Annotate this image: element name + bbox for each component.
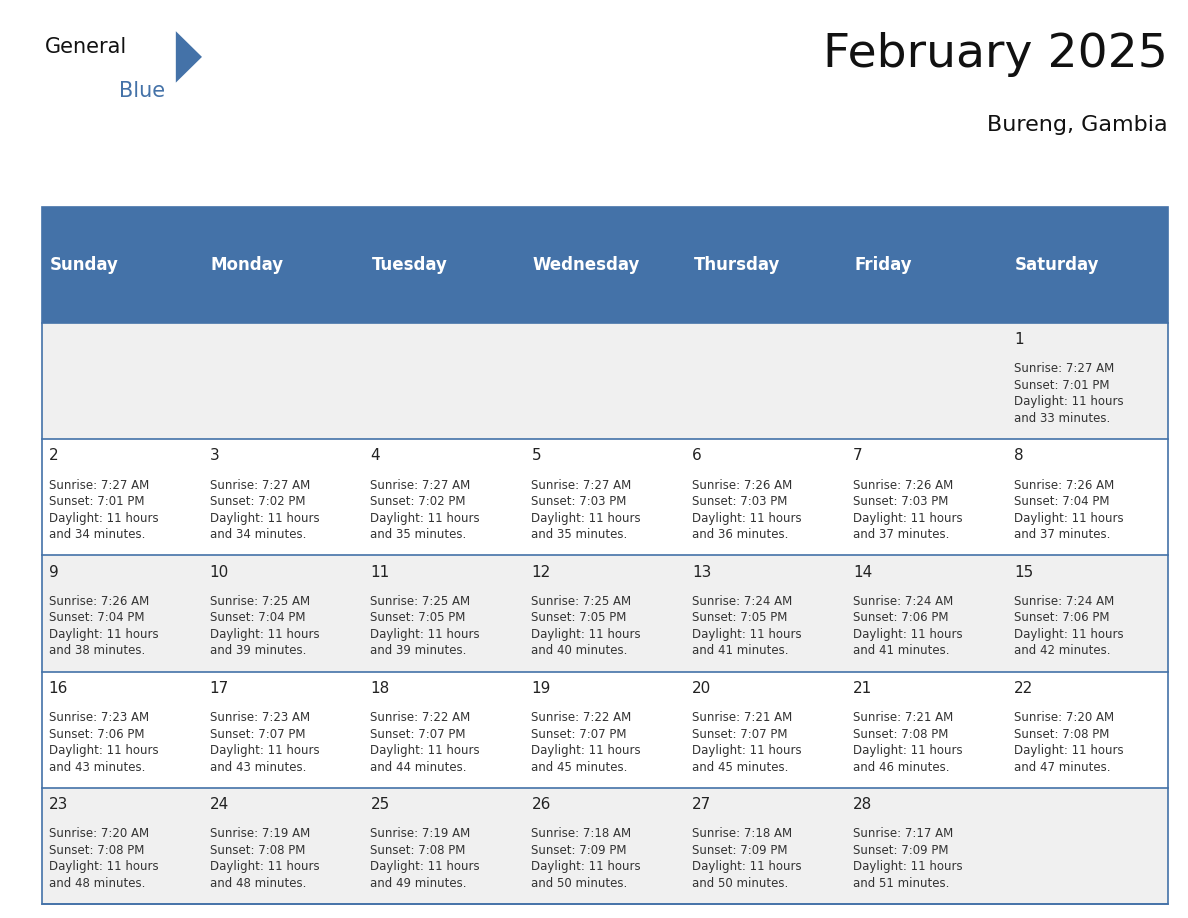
Text: Sunrise: 7:27 AM
Sunset: 7:03 PM
Daylight: 11 hours
and 35 minutes.: Sunrise: 7:27 AM Sunset: 7:03 PM Dayligh…	[531, 478, 642, 541]
Text: Sunrise: 7:24 AM
Sunset: 7:06 PM
Daylight: 11 hours
and 41 minutes.: Sunrise: 7:24 AM Sunset: 7:06 PM Dayligh…	[853, 595, 962, 657]
Text: Sunrise: 7:27 AM
Sunset: 7:01 PM
Daylight: 11 hours
and 34 minutes.: Sunrise: 7:27 AM Sunset: 7:01 PM Dayligh…	[49, 478, 158, 541]
Text: 15: 15	[1015, 565, 1034, 579]
Text: Sunrise: 7:25 AM
Sunset: 7:05 PM
Daylight: 11 hours
and 40 minutes.: Sunrise: 7:25 AM Sunset: 7:05 PM Dayligh…	[531, 595, 642, 657]
Text: 5: 5	[531, 448, 541, 464]
Text: Sunrise: 7:24 AM
Sunset: 7:05 PM
Daylight: 11 hours
and 41 minutes.: Sunrise: 7:24 AM Sunset: 7:05 PM Dayligh…	[693, 595, 802, 657]
Text: 1: 1	[1015, 332, 1024, 347]
Text: Sunrise: 7:26 AM
Sunset: 7:04 PM
Daylight: 11 hours
and 38 minutes.: Sunrise: 7:26 AM Sunset: 7:04 PM Dayligh…	[49, 595, 158, 657]
Text: Sunrise: 7:25 AM
Sunset: 7:04 PM
Daylight: 11 hours
and 39 minutes.: Sunrise: 7:25 AM Sunset: 7:04 PM Dayligh…	[209, 595, 320, 657]
Text: Tuesday: Tuesday	[372, 256, 448, 274]
Text: Sunrise: 7:17 AM
Sunset: 7:09 PM
Daylight: 11 hours
and 51 minutes.: Sunrise: 7:17 AM Sunset: 7:09 PM Dayligh…	[853, 827, 962, 890]
Text: Sunrise: 7:24 AM
Sunset: 7:06 PM
Daylight: 11 hours
and 42 minutes.: Sunrise: 7:24 AM Sunset: 7:06 PM Dayligh…	[1015, 595, 1124, 657]
Text: Thursday: Thursday	[694, 256, 779, 274]
Text: 12: 12	[531, 565, 550, 579]
Text: 21: 21	[853, 681, 872, 696]
Text: Sunrise: 7:21 AM
Sunset: 7:07 PM
Daylight: 11 hours
and 45 minutes.: Sunrise: 7:21 AM Sunset: 7:07 PM Dayligh…	[693, 711, 802, 774]
Text: Sunrise: 7:27 AM
Sunset: 7:02 PM
Daylight: 11 hours
and 35 minutes.: Sunrise: 7:27 AM Sunset: 7:02 PM Dayligh…	[371, 478, 480, 541]
Text: Sunrise: 7:19 AM
Sunset: 7:08 PM
Daylight: 11 hours
and 48 minutes.: Sunrise: 7:19 AM Sunset: 7:08 PM Dayligh…	[209, 827, 320, 890]
Text: 4: 4	[371, 448, 380, 464]
Text: 22: 22	[1015, 681, 1034, 696]
Text: Sunrise: 7:23 AM
Sunset: 7:07 PM
Daylight: 11 hours
and 43 minutes.: Sunrise: 7:23 AM Sunset: 7:07 PM Dayligh…	[209, 711, 320, 774]
Text: Sunrise: 7:20 AM
Sunset: 7:08 PM
Daylight: 11 hours
and 47 minutes.: Sunrise: 7:20 AM Sunset: 7:08 PM Dayligh…	[1015, 711, 1124, 774]
Text: Sunrise: 7:20 AM
Sunset: 7:08 PM
Daylight: 11 hours
and 48 minutes.: Sunrise: 7:20 AM Sunset: 7:08 PM Dayligh…	[49, 827, 158, 890]
Text: 23: 23	[49, 797, 68, 812]
Text: Wednesday: Wednesday	[532, 256, 640, 274]
Text: 25: 25	[371, 797, 390, 812]
Text: Sunrise: 7:19 AM
Sunset: 7:08 PM
Daylight: 11 hours
and 49 minutes.: Sunrise: 7:19 AM Sunset: 7:08 PM Dayligh…	[371, 827, 480, 890]
Text: Sunrise: 7:18 AM
Sunset: 7:09 PM
Daylight: 11 hours
and 50 minutes.: Sunrise: 7:18 AM Sunset: 7:09 PM Dayligh…	[531, 827, 642, 890]
Text: 11: 11	[371, 565, 390, 579]
Text: Sunrise: 7:26 AM
Sunset: 7:04 PM
Daylight: 11 hours
and 37 minutes.: Sunrise: 7:26 AM Sunset: 7:04 PM Dayligh…	[1015, 478, 1124, 541]
Text: Sunrise: 7:25 AM
Sunset: 7:05 PM
Daylight: 11 hours
and 39 minutes.: Sunrise: 7:25 AM Sunset: 7:05 PM Dayligh…	[371, 595, 480, 657]
Text: 27: 27	[693, 797, 712, 812]
Text: 2: 2	[49, 448, 58, 464]
Text: 9: 9	[49, 565, 58, 579]
Text: Sunrise: 7:22 AM
Sunset: 7:07 PM
Daylight: 11 hours
and 44 minutes.: Sunrise: 7:22 AM Sunset: 7:07 PM Dayligh…	[371, 711, 480, 774]
Text: Sunrise: 7:26 AM
Sunset: 7:03 PM
Daylight: 11 hours
and 36 minutes.: Sunrise: 7:26 AM Sunset: 7:03 PM Dayligh…	[693, 478, 802, 541]
Text: February 2025: February 2025	[823, 32, 1168, 77]
Text: Friday: Friday	[854, 256, 912, 274]
Text: Sunrise: 7:23 AM
Sunset: 7:06 PM
Daylight: 11 hours
and 43 minutes.: Sunrise: 7:23 AM Sunset: 7:06 PM Dayligh…	[49, 711, 158, 774]
Text: 26: 26	[531, 797, 551, 812]
Text: Sunrise: 7:22 AM
Sunset: 7:07 PM
Daylight: 11 hours
and 45 minutes.: Sunrise: 7:22 AM Sunset: 7:07 PM Dayligh…	[531, 711, 642, 774]
Text: 28: 28	[853, 797, 872, 812]
Text: 3: 3	[209, 448, 220, 464]
Text: 16: 16	[49, 681, 68, 696]
Text: Sunrise: 7:26 AM
Sunset: 7:03 PM
Daylight: 11 hours
and 37 minutes.: Sunrise: 7:26 AM Sunset: 7:03 PM Dayligh…	[853, 478, 962, 541]
Text: Sunday: Sunday	[50, 256, 119, 274]
Text: Sunrise: 7:18 AM
Sunset: 7:09 PM
Daylight: 11 hours
and 50 minutes.: Sunrise: 7:18 AM Sunset: 7:09 PM Dayligh…	[693, 827, 802, 890]
Text: 18: 18	[371, 681, 390, 696]
Text: Sunrise: 7:21 AM
Sunset: 7:08 PM
Daylight: 11 hours
and 46 minutes.: Sunrise: 7:21 AM Sunset: 7:08 PM Dayligh…	[853, 711, 962, 774]
Text: 14: 14	[853, 565, 872, 579]
Text: 13: 13	[693, 565, 712, 579]
Text: Blue: Blue	[119, 81, 165, 101]
Text: 20: 20	[693, 681, 712, 696]
Text: General: General	[45, 37, 127, 57]
Text: 17: 17	[209, 681, 229, 696]
Text: 8: 8	[1015, 448, 1024, 464]
Text: 7: 7	[853, 448, 862, 464]
Text: Monday: Monday	[210, 256, 284, 274]
Text: Sunrise: 7:27 AM
Sunset: 7:02 PM
Daylight: 11 hours
and 34 minutes.: Sunrise: 7:27 AM Sunset: 7:02 PM Dayligh…	[209, 478, 320, 541]
Text: 10: 10	[209, 565, 229, 579]
Text: 24: 24	[209, 797, 229, 812]
Text: 6: 6	[693, 448, 702, 464]
Text: Saturday: Saturday	[1016, 256, 1100, 274]
Text: 19: 19	[531, 681, 551, 696]
Text: Bureng, Gambia: Bureng, Gambia	[987, 115, 1168, 135]
Text: Sunrise: 7:27 AM
Sunset: 7:01 PM
Daylight: 11 hours
and 33 minutes.: Sunrise: 7:27 AM Sunset: 7:01 PM Dayligh…	[1015, 363, 1124, 425]
